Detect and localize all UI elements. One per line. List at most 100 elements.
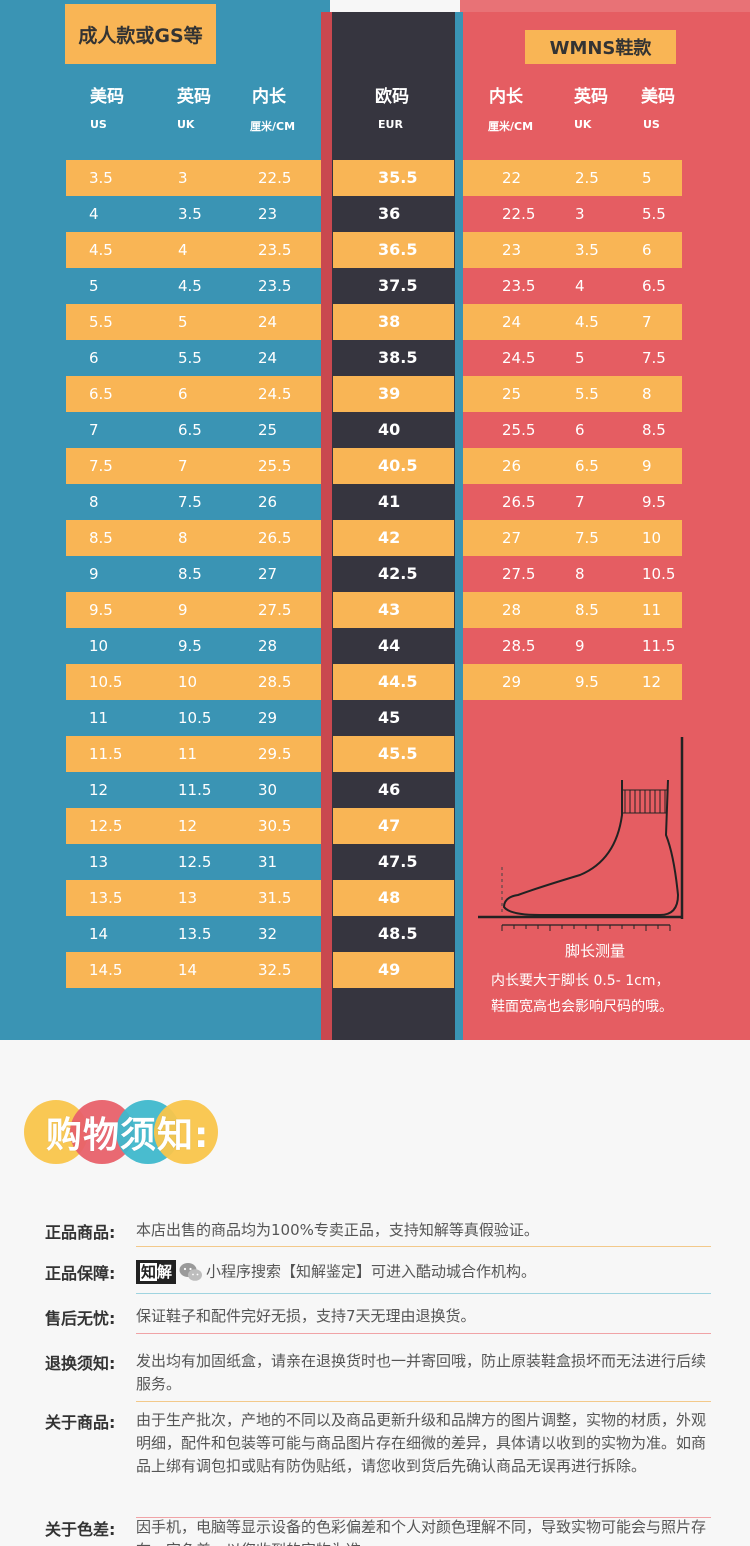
eur-row-stripe	[333, 304, 454, 340]
womens-cm-cell: 22.5	[502, 205, 536, 223]
womens-size-tag: WMNS鞋款	[525, 30, 676, 64]
zhijie-logo-icon: 知解	[136, 1260, 177, 1284]
eur-column-edge-right	[455, 12, 463, 1040]
mens-uk-cell: 8.5	[178, 565, 202, 583]
mens-uk-cell: 6.5	[178, 421, 202, 439]
eur-size-cell: 45.5	[378, 744, 418, 763]
eur-row-stripe	[333, 448, 454, 484]
eur-row-stripe	[333, 376, 454, 412]
womens-us-cell: 6	[642, 241, 652, 259]
womens-uk-cell: 4.5	[575, 313, 599, 331]
header-uk-womens: 英码	[574, 87, 608, 107]
mens-row-stripe	[66, 232, 321, 268]
header-us-womens-en: US	[643, 118, 660, 131]
eur-row-stripe	[333, 664, 454, 700]
notice-divider	[136, 1333, 711, 1334]
womens-us-cell: 10	[642, 529, 662, 547]
eur-row-stripe	[333, 952, 454, 988]
mens-uk-cell: 13.5	[178, 925, 212, 943]
header-us-womens: 美码	[641, 87, 675, 107]
eur-size-cell: 48.5	[378, 924, 418, 943]
notice-label: 正品保障:	[45, 1264, 116, 1283]
mens-uk-cell: 12.5	[178, 853, 212, 871]
mens-cm-cell: 24	[258, 349, 278, 367]
womens-uk-cell: 6.5	[575, 457, 599, 475]
mens-cm-cell: 29	[258, 709, 278, 727]
eur-row-stripe	[333, 880, 454, 916]
mens-row-stripe	[66, 304, 321, 340]
mens-uk-cell: 9	[178, 601, 188, 619]
mens-uk-cell: 8	[178, 529, 188, 547]
womens-uk-cell: 7.5	[575, 529, 599, 547]
mens-us-cell: 10	[89, 637, 109, 655]
womens-uk-cell: 5.5	[575, 385, 599, 403]
womens-uk-cell: 9.5	[575, 673, 599, 691]
header-uk-mens-en: UK	[177, 118, 195, 131]
notice-label: 售后无忧:	[45, 1309, 116, 1328]
mens-us-cell: 14	[89, 925, 109, 943]
notice-text: 因手机，电脑等显示设备的色彩偏差和个人对颜色理解不同，导致实物可能会与照片存在一…	[136, 1518, 707, 1546]
header-uk-mens: 英码	[177, 87, 211, 107]
notice-text: 保证鞋子和配件完好无损，支持7天无理由退换货。	[136, 1307, 476, 1325]
mens-cm-cell: 24.5	[258, 385, 292, 403]
mens-row-stripe	[66, 448, 321, 484]
notice-divider	[136, 1246, 711, 1247]
eur-row-stripe	[333, 808, 454, 844]
womens-uk-cell: 8	[575, 565, 585, 583]
eur-column-edge-left	[321, 12, 332, 1040]
mens-us-cell: 12.5	[89, 817, 123, 835]
womens-row-stripe	[463, 376, 682, 412]
eur-size-cell: 38.5	[378, 348, 418, 367]
womens-cm-cell: 28.5	[502, 637, 536, 655]
notice-text-block: 本店出售的商品均为100%专卖正品，支持知解等真假验证。	[136, 1219, 711, 1242]
eur-size-cell: 49	[378, 960, 401, 979]
mens-cm-cell: 26.5	[258, 529, 292, 547]
notice-divider	[136, 1517, 711, 1518]
mens-us-cell: 12	[89, 781, 109, 799]
mens-uk-cell: 7	[178, 457, 188, 475]
womens-cm-cell: 27.5	[502, 565, 536, 583]
eur-size-cell: 36.5	[378, 240, 418, 259]
mens-us-cell: 5	[89, 277, 99, 295]
header-cm-mens-en: 厘米/CM	[250, 120, 296, 133]
mens-us-cell: 8.5	[89, 529, 113, 547]
womens-panel-top-band	[460, 0, 750, 12]
womens-uk-cell: 3.5	[575, 241, 599, 259]
mens-us-cell: 13.5	[89, 889, 123, 907]
notice-text-block: 保证鞋子和配件完好无损，支持7天无理由退换货。	[136, 1305, 711, 1328]
mens-cm-cell: 24	[258, 313, 278, 331]
header-cm-womens-en: 厘米/CM	[488, 120, 534, 133]
eur-row-stripe	[333, 520, 454, 556]
womens-cm-cell: 26.5	[502, 493, 536, 511]
womens-us-cell: 11.5	[642, 637, 676, 655]
size-chart: 成人款或GS等 WMNS鞋款 美码 US 英码 UK 内长 厘米/CM 欧码 E…	[0, 0, 750, 1040]
womens-uk-cell: 3	[575, 205, 585, 223]
womens-cm-cell: 25	[502, 385, 522, 403]
mens-cm-cell: 31.5	[258, 889, 292, 907]
eur-row-stripe	[333, 232, 454, 268]
eur-size-cell: 36	[378, 204, 401, 223]
mens-cm-cell: 25.5	[258, 457, 292, 475]
mens-uk-cell: 13	[178, 889, 198, 907]
womens-uk-cell: 2.5	[575, 169, 599, 187]
womens-uk-cell: 4	[575, 277, 585, 295]
eur-size-cell: 35.5	[378, 168, 418, 187]
eur-size-cell: 47.5	[378, 852, 418, 871]
womens-cm-cell: 29	[502, 673, 522, 691]
mens-row-stripe	[66, 808, 321, 844]
mens-uk-cell: 11.5	[178, 781, 212, 799]
mens-cm-cell: 28	[258, 637, 278, 655]
notice-text: 本店出售的商品均为100%专卖正品，支持知解等真假验证。	[136, 1221, 539, 1239]
womens-us-cell: 8.5	[642, 421, 666, 439]
header-cm-womens: 内长	[489, 87, 523, 107]
shopping-notice: 购物须知: 正品商品: 本店出售的商品均为100%专卖正品，支持知解等真假验证。正…	[0, 1040, 750, 1546]
mens-us-cell: 10.5	[89, 673, 123, 691]
mens-cm-cell: 30.5	[258, 817, 292, 835]
notice-text-block: 知解 小程序搜索【知解鉴定】可进入酷动城合作机构。	[136, 1260, 711, 1284]
womens-uk-cell: 9	[575, 637, 585, 655]
mens-us-cell: 4	[89, 205, 99, 223]
mens-cm-cell: 32	[258, 925, 278, 943]
eur-size-cell: 42.5	[378, 564, 418, 583]
eur-size-cell: 45	[378, 708, 401, 727]
eur-size-cell: 38	[378, 312, 401, 331]
